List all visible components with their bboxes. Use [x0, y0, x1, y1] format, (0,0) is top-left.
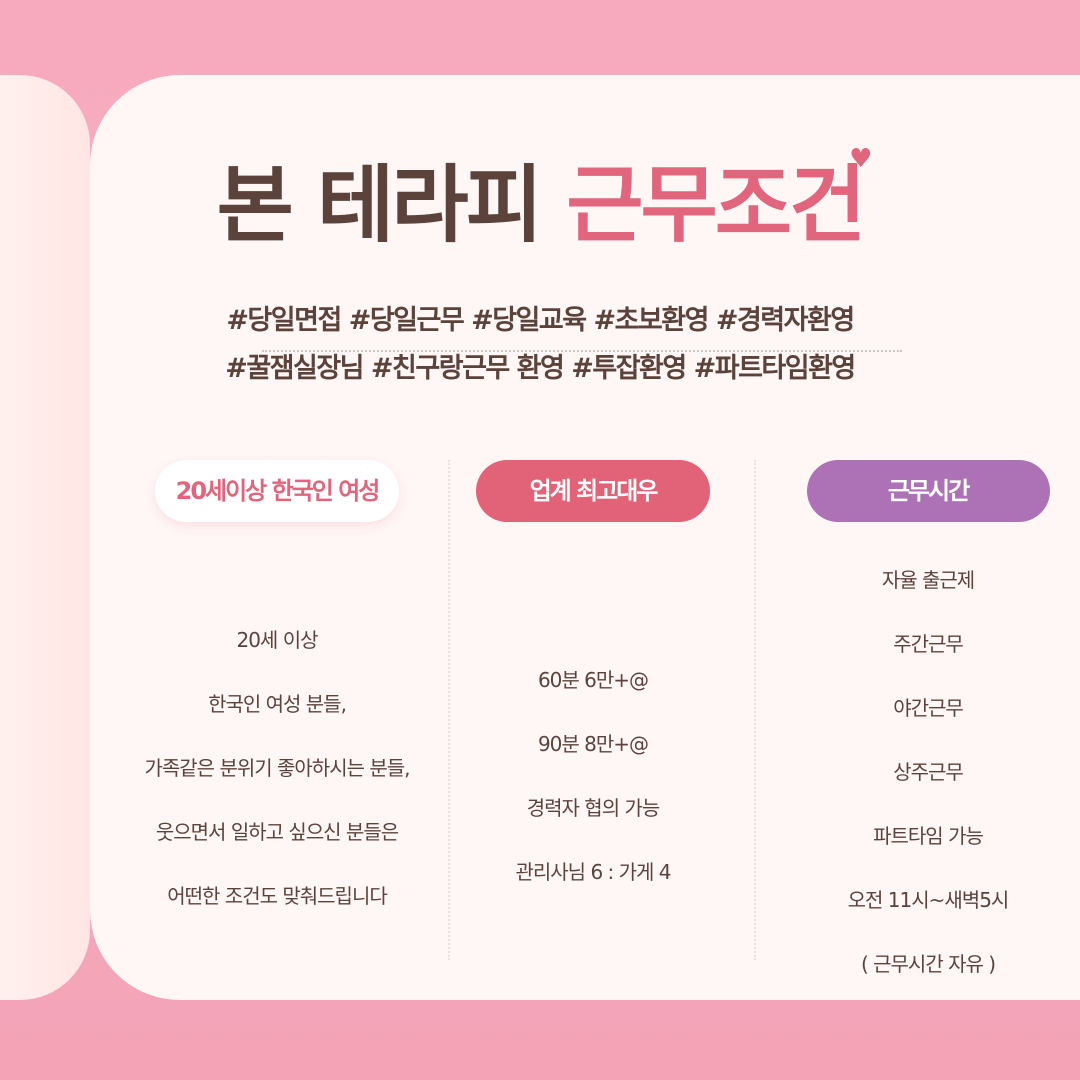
column-hours: 근무시간 자율 출근제 주간근무 야간근무 상주근무 파트타임 가능 오전 11… — [763, 460, 1080, 996]
list-item: 한국인 여성 분들, — [208, 692, 347, 716]
column-eligibility: 20세이상 한국인 여성 20세 이상 한국인 여성 분들, 가족같은 분위기 … — [112, 460, 442, 928]
list-item: 웃으면서 일하고 싶으신 분들은 — [155, 820, 399, 844]
list-item: 상주근무 — [893, 760, 964, 784]
list-item: 관리사님 6 : 가게 4 — [515, 860, 671, 884]
eligibility-label: 20세이상 한국인 여성 — [155, 460, 399, 522]
column-divider — [754, 460, 756, 960]
list-item: 90분 8만+@ — [537, 732, 649, 756]
list-item: 가족같은 분위기 좋아하시는 분들, — [144, 756, 410, 780]
hours-lines: 자율 출근제 주간근무 야간근무 상주근무 파트타임 가능 오전 11시~새벽5… — [763, 548, 1080, 996]
page-title: 본 테라피 근무조건 ♥ — [0, 138, 1080, 259]
list-item: 경력자 협의 가능 — [526, 796, 661, 820]
column-divider — [448, 460, 450, 960]
pay-label: 업계 최고대우 — [476, 460, 710, 522]
background-card-left — [0, 75, 90, 1000]
title-accent: 근무조건 — [566, 156, 866, 254]
list-item: 자율 출근제 — [881, 568, 975, 592]
hashtags-line-1: #당일면접 #당일근무 #당일교육 #초보환영 #경력자환영 — [226, 305, 855, 336]
list-item: 어떤한 조건도 맞춰드립니다 — [167, 884, 388, 908]
list-item: 20세 이상 — [236, 628, 318, 652]
list-item: ( 근무시간 자유 ) — [860, 952, 996, 976]
list-item: 야간근무 — [893, 696, 964, 720]
hashtags-line-2: #꿀잼실장님 #친구랑근무 환영 #투잡환영 #파트타임환영 — [225, 353, 856, 384]
column-pay: 업계 최고대우 60분 6만+@ 90분 8만+@ 경력자 협의 가능 관리사님… — [428, 460, 758, 904]
divider — [262, 350, 902, 352]
eligibility-lines: 20세 이상 한국인 여성 분들, 가족같은 분위기 좋아하시는 분들, 웃으면… — [112, 608, 442, 928]
title-main: 본 테라피 — [216, 156, 543, 254]
list-item: 오전 11시~새벽5시 — [847, 888, 1010, 912]
list-item: 파트타임 가능 — [873, 824, 984, 848]
main-card — [90, 75, 1080, 1000]
heart-icon: ♥ — [849, 144, 872, 174]
pay-lines: 60분 6만+@ 90분 8만+@ 경력자 협의 가능 관리사님 6 : 가게 … — [428, 648, 758, 904]
hours-label: 근무시간 — [806, 460, 1050, 522]
list-item: 60분 6만+@ — [537, 668, 649, 692]
list-item: 주간근무 — [893, 632, 964, 656]
